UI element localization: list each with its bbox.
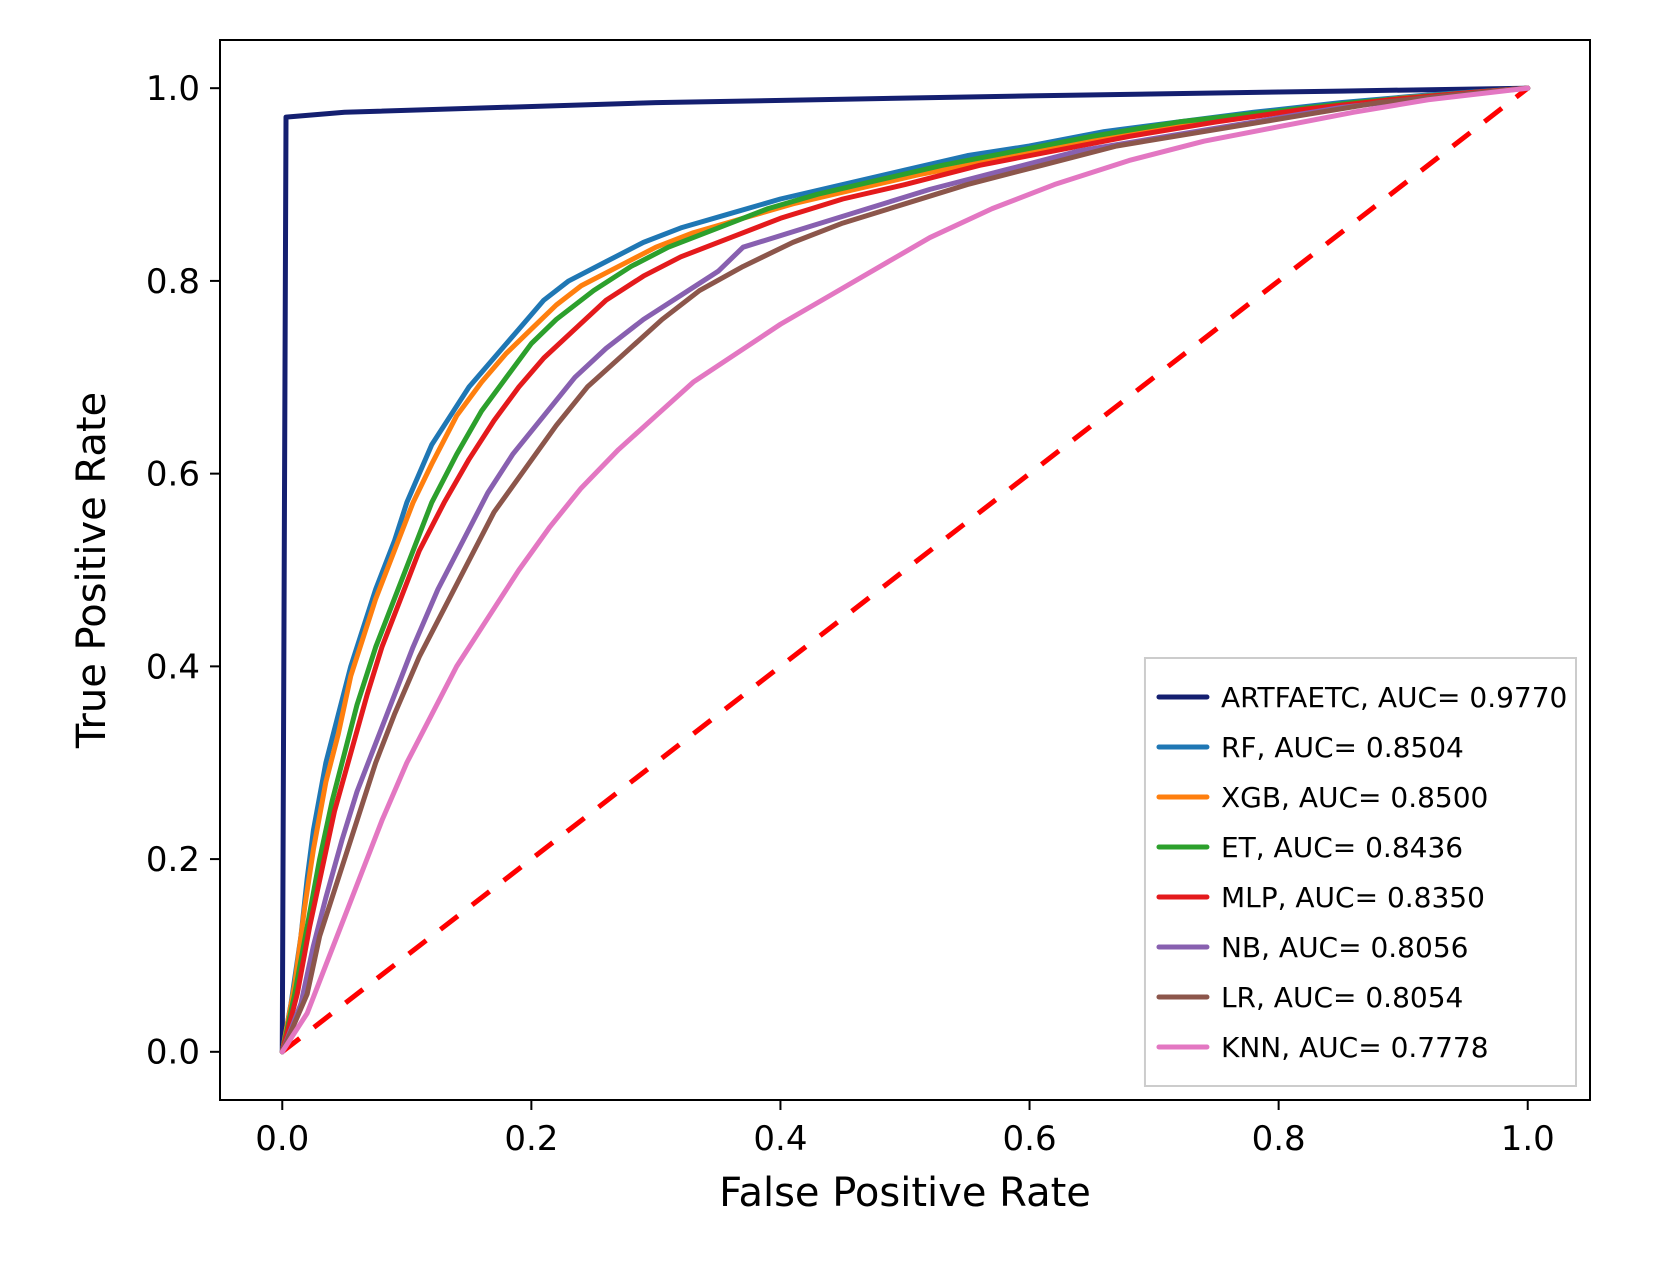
legend-box (1145, 658, 1576, 1086)
x-axis-label: False Positive Rate (719, 1170, 1091, 1216)
x-tick-label: 0.8 (1252, 1119, 1306, 1159)
roc-svg: 0.0 0.2 0.4 0.6 0.8 1.0 0.0 0.2 0.4 0.6 0.8 1.0 Fals… (0, 0, 1665, 1266)
roc-chart: 0.0 0.2 0.4 0.6 0.8 1.0 0.0 0.2 0.4 0.6 0.8 1.0 Fals… (0, 0, 1665, 1266)
legend-label-et: ET, AUC= 0.8436 (1221, 831, 1463, 864)
x-tick-label: 0.2 (504, 1119, 558, 1159)
legend-label-xgb: XGB, AUC= 0.8500 (1221, 781, 1488, 814)
y-axis-label: True Positive Rate (69, 392, 115, 749)
y-tick-label: 0.6 (146, 455, 200, 495)
y-tick-label: 0.0 (146, 1033, 200, 1073)
legend-label-lr: LR, AUC= 0.8054 (1221, 981, 1463, 1014)
legend: ARTFAETC, AUC= 0.9770 RF, AUC= 0.8504 XGB,… (1145, 658, 1576, 1086)
legend-label-artfaetc: ARTFAETC, AUC= 0.9770 (1221, 681, 1567, 714)
y-tick-label: 1.0 (146, 69, 200, 109)
x-tick-label: 0.4 (753, 1119, 807, 1159)
x-tick-label: 1.0 (1501, 1119, 1555, 1159)
y-tick-label: 0.8 (146, 262, 200, 302)
legend-label-knn: KNN, AUC= 0.7778 (1221, 1031, 1489, 1064)
y-tick-label: 0.2 (146, 840, 200, 880)
y-tick-label: 0.4 (146, 647, 200, 687)
legend-label-rf: RF, AUC= 0.8504 (1221, 731, 1464, 764)
legend-label-nb: NB, AUC= 0.8056 (1221, 931, 1469, 964)
x-tick-label: 0.0 (255, 1119, 309, 1159)
x-tick-label: 0.6 (1003, 1119, 1057, 1159)
legend-label-mlp: MLP, AUC= 0.8350 (1221, 881, 1485, 914)
